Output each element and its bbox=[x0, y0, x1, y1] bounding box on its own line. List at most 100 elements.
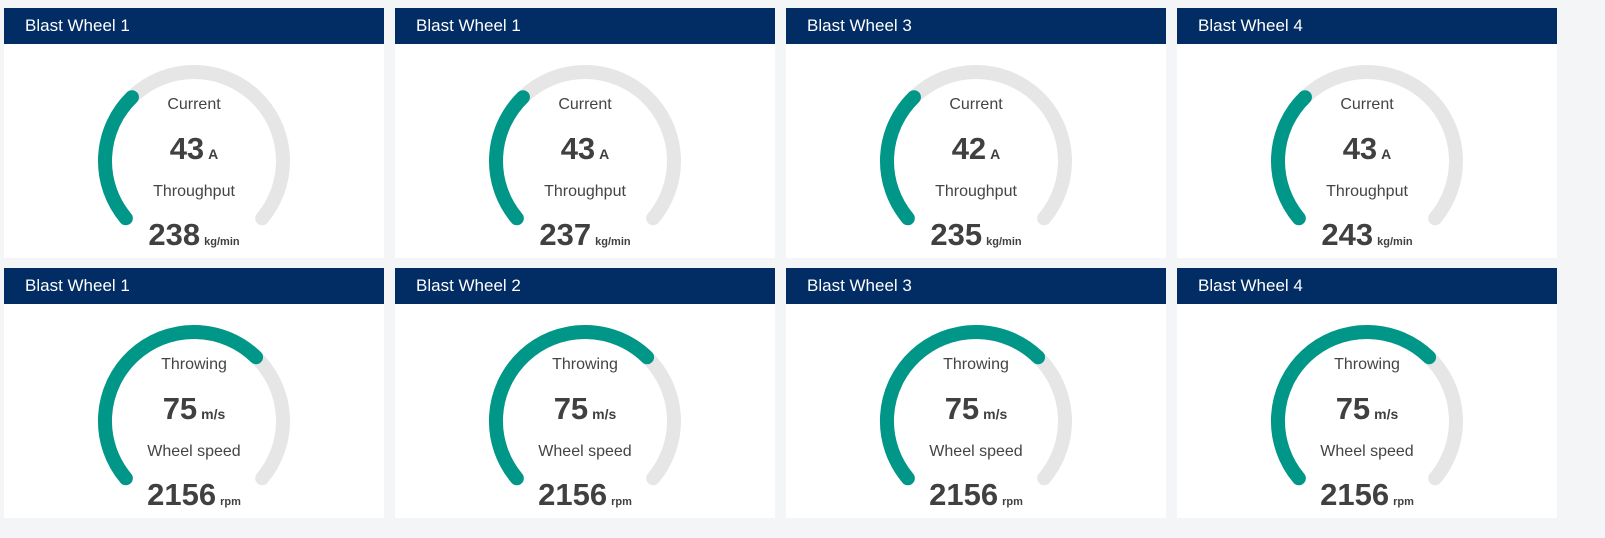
card-title: Blast Wheel 1 bbox=[395, 8, 775, 44]
primary-value: 75 bbox=[944, 391, 980, 426]
primary-value: 75 bbox=[162, 391, 198, 426]
gauge: Current 43 A Throughput 237 kg/min bbox=[395, 44, 775, 258]
gauge-value-primary: 75 m/s bbox=[1177, 391, 1557, 427]
gauge-label-secondary: Throughput bbox=[935, 183, 1017, 200]
card-title: Blast Wheel 1 bbox=[4, 8, 384, 44]
secondary-unit: kg/min bbox=[1377, 236, 1413, 248]
gauge-card-current-4: Blast Wheel 4 Current 43 A Throughput 243… bbox=[1177, 8, 1557, 258]
primary-unit: A bbox=[599, 146, 610, 162]
secondary-value: 2156 bbox=[538, 477, 608, 512]
gauge-label-secondary: Wheel speed bbox=[538, 443, 632, 460]
gauge-arc-svg bbox=[489, 65, 681, 226]
gauge-value-primary: 75 m/s bbox=[786, 391, 1166, 427]
card-title: Blast Wheel 4 bbox=[1177, 268, 1557, 304]
gauge: Throwing 75 m/s Wheel speed 2156 rpm bbox=[4, 304, 384, 518]
secondary-value: 2156 bbox=[147, 477, 217, 512]
gauge-fill bbox=[489, 90, 530, 226]
primary-unit: m/s bbox=[1374, 406, 1399, 422]
gauge-arc-svg bbox=[98, 65, 290, 226]
gauge: Throwing 75 m/s Wheel speed 2156 rpm bbox=[1177, 304, 1557, 518]
gauge-card-current-3: Blast Wheel 3 Current 42 A Throughput 235… bbox=[786, 8, 1166, 258]
gauge-label-primary: Current bbox=[558, 96, 612, 113]
card-title: Blast Wheel 4 bbox=[1177, 8, 1557, 44]
card-title: Blast Wheel 2 bbox=[395, 268, 775, 304]
card-title: Blast Wheel 3 bbox=[786, 8, 1166, 44]
primary-value: 75 bbox=[1335, 391, 1371, 426]
primary-value: 43 bbox=[560, 131, 596, 166]
gauge-fill bbox=[879, 324, 1046, 486]
gauge-fill bbox=[880, 90, 921, 226]
gauge-value-secondary: 2156 rpm bbox=[786, 477, 1166, 513]
gauge-label-secondary: Throughput bbox=[1326, 183, 1408, 200]
gauge: Throwing 75 m/s Wheel speed 2156 rpm bbox=[395, 304, 775, 518]
primary-unit: A bbox=[1381, 146, 1392, 162]
gauge-label-primary: Throwing bbox=[943, 356, 1009, 373]
secondary-unit: rpm bbox=[220, 496, 241, 508]
gauge-label-secondary: Wheel speed bbox=[1320, 443, 1414, 460]
gauge-arc-svg bbox=[488, 324, 681, 486]
gauge-label-primary: Current bbox=[167, 96, 221, 113]
secondary-value: 237 bbox=[539, 217, 592, 252]
gauge-arc-svg bbox=[1271, 65, 1463, 226]
gauge-value-secondary: 2156 rpm bbox=[4, 477, 384, 513]
gauge: Current 43 A Throughput 238 kg/min bbox=[4, 44, 384, 258]
gauge-card-speed-2: Blast Wheel 2 Throwing 75 m/s Wheel speed… bbox=[395, 268, 775, 518]
gauge-fill bbox=[1270, 324, 1437, 486]
primary-value: 43 bbox=[169, 131, 205, 166]
gauge-fill bbox=[488, 324, 655, 486]
primary-value: 43 bbox=[1342, 131, 1378, 166]
gauge-arc-svg bbox=[879, 324, 1072, 486]
primary-unit: A bbox=[990, 146, 1001, 162]
gauge-card-current-1: Blast Wheel 1 Current 43 A Throughput 238… bbox=[4, 8, 384, 258]
gauge-value-secondary: 235 kg/min bbox=[786, 217, 1166, 253]
gauge-value-secondary: 2156 rpm bbox=[1177, 477, 1557, 513]
gauge-label-primary: Throwing bbox=[161, 356, 227, 373]
gauge-value-secondary: 2156 rpm bbox=[395, 477, 775, 513]
gauge-label-primary: Current bbox=[949, 96, 1003, 113]
gauge-value-secondary: 238 kg/min bbox=[4, 217, 384, 253]
gauge-label-secondary: Throughput bbox=[153, 183, 235, 200]
secondary-value: 2156 bbox=[929, 477, 999, 512]
gauge-label-secondary: Wheel speed bbox=[147, 443, 241, 460]
primary-value: 42 bbox=[951, 131, 987, 166]
gauge-value-primary: 75 m/s bbox=[4, 391, 384, 427]
secondary-unit: rpm bbox=[1002, 496, 1023, 508]
secondary-unit: kg/min bbox=[204, 236, 240, 248]
gauge-card-speed-4: Blast Wheel 4 Throwing 75 m/s Wheel speed… bbox=[1177, 268, 1557, 518]
gauge-card-speed-3: Blast Wheel 3 Throwing 75 m/s Wheel speed… bbox=[786, 268, 1166, 518]
secondary-unit: rpm bbox=[611, 496, 632, 508]
gauge-card-current-2: Blast Wheel 1 Current 43 A Throughput 237… bbox=[395, 8, 775, 258]
primary-unit: m/s bbox=[592, 406, 617, 422]
gauge-fill bbox=[1271, 90, 1312, 226]
primary-unit: m/s bbox=[201, 406, 226, 422]
gauge-label-primary: Throwing bbox=[1334, 356, 1400, 373]
secondary-unit: rpm bbox=[1393, 496, 1414, 508]
gauge: Throwing 75 m/s Wheel speed 2156 rpm bbox=[786, 304, 1166, 518]
card-title: Blast Wheel 3 bbox=[786, 268, 1166, 304]
secondary-unit: kg/min bbox=[595, 236, 631, 248]
gauge-label-secondary: Wheel speed bbox=[929, 443, 1023, 460]
secondary-value: 235 bbox=[930, 217, 983, 252]
gauge-label-secondary: Throughput bbox=[544, 183, 626, 200]
gauge-label-primary: Throwing bbox=[552, 356, 618, 373]
gauge-card-speed-1: Blast Wheel 1 Throwing 75 m/s Wheel speed… bbox=[4, 268, 384, 518]
secondary-value: 243 bbox=[1321, 217, 1374, 252]
primary-unit: A bbox=[208, 146, 219, 162]
secondary-unit: kg/min bbox=[986, 236, 1022, 248]
gauge-label-primary: Current bbox=[1340, 96, 1394, 113]
gauge-arc-svg bbox=[880, 65, 1072, 226]
primary-unit: m/s bbox=[983, 406, 1008, 422]
secondary-value: 2156 bbox=[1320, 477, 1390, 512]
gauge: Current 42 A Throughput 235 kg/min bbox=[786, 44, 1166, 258]
gauge-arc-svg bbox=[1270, 324, 1463, 486]
gauge-value-primary: 43 A bbox=[395, 131, 775, 167]
gauge-arc-svg bbox=[97, 324, 290, 486]
gauge-value-primary: 75 m/s bbox=[395, 391, 775, 427]
gauge-fill bbox=[97, 324, 264, 486]
gauge-value-primary: 43 A bbox=[4, 131, 384, 167]
gauge: Current 43 A Throughput 243 kg/min bbox=[1177, 44, 1557, 258]
gauge-value-secondary: 243 kg/min bbox=[1177, 217, 1557, 253]
primary-value: 75 bbox=[553, 391, 589, 426]
gauge-value-secondary: 237 kg/min bbox=[395, 217, 775, 253]
card-title: Blast Wheel 1 bbox=[4, 268, 384, 304]
